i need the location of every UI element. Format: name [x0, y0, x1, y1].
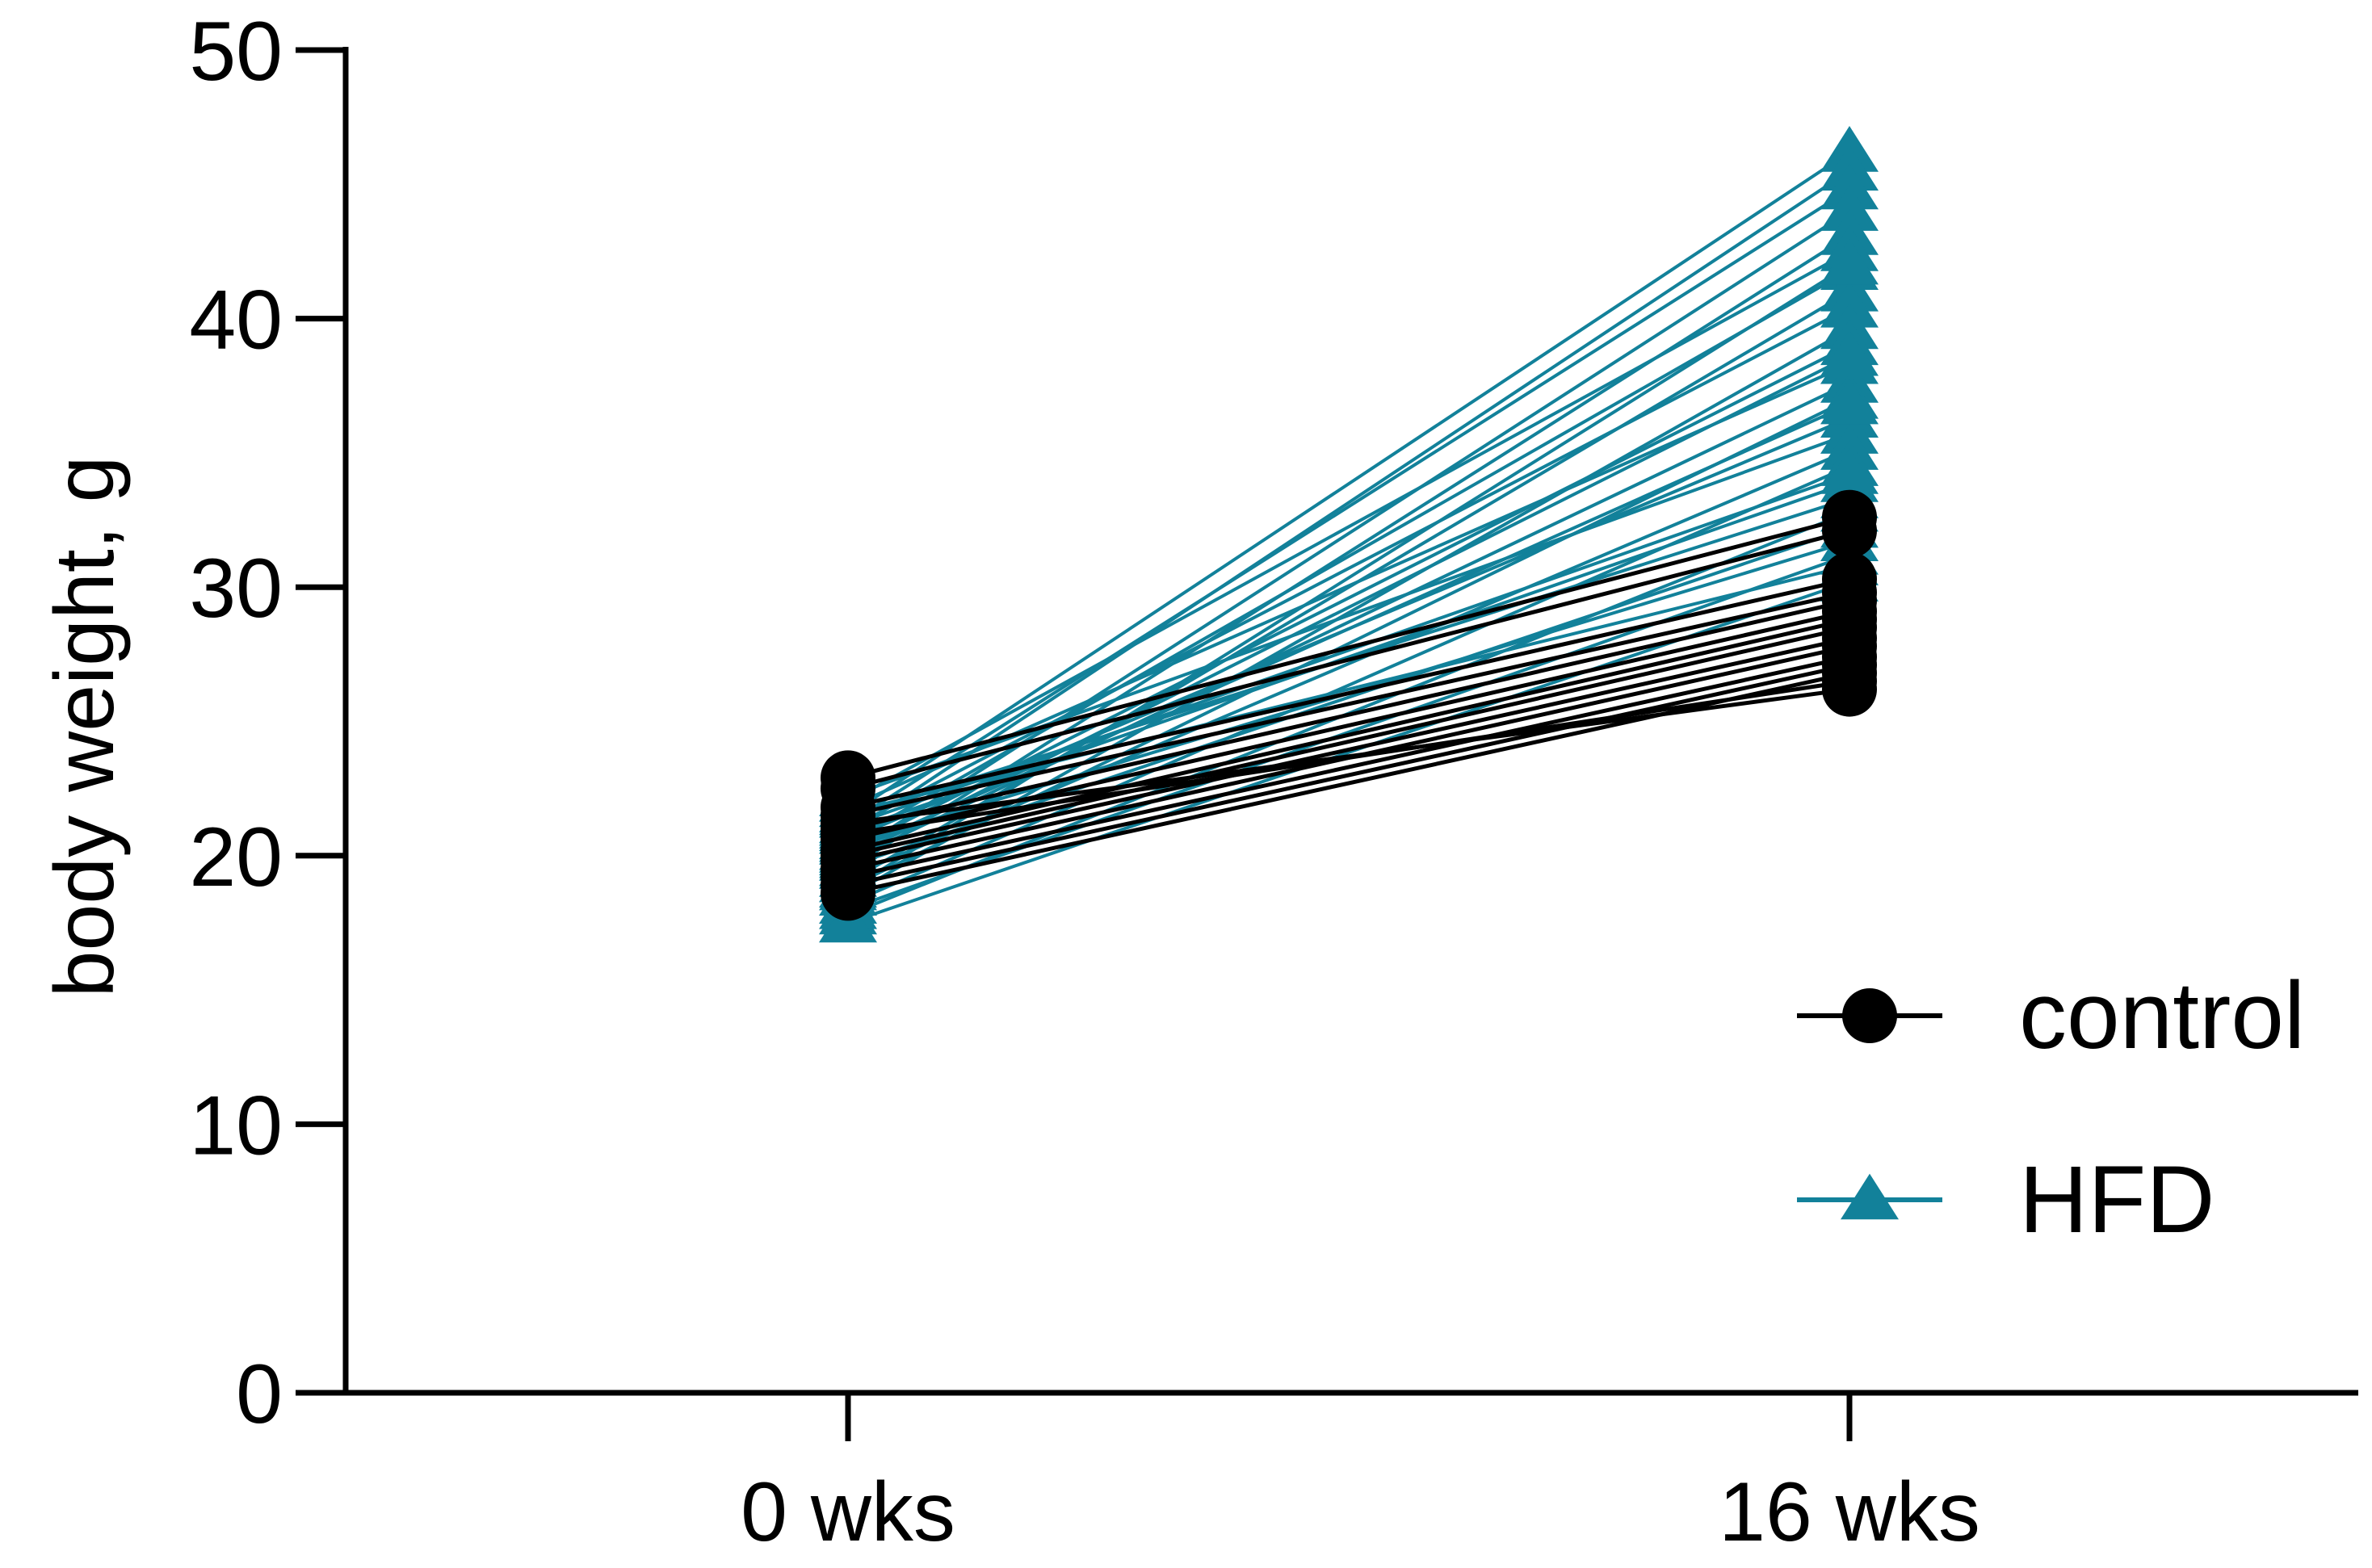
data-point-triangle [1820, 378, 1879, 425]
legend-item-hfd: HFD [1797, 1147, 2215, 1253]
series-line [847, 448, 1850, 879]
data-point-circle [1822, 503, 1877, 559]
data-point-triangle [1820, 329, 1879, 376]
series-line [847, 663, 1850, 887]
series-line [847, 306, 1850, 831]
legend-item-control: control [1797, 962, 2305, 1069]
series-line [846, 150, 1851, 817]
y-tick-label: 20 [189, 811, 283, 904]
series-line [847, 354, 1850, 860]
y-tick-label: 50 [189, 5, 283, 99]
series-line [846, 263, 1851, 892]
legend: control HFD [1797, 962, 2305, 1253]
series-line [847, 590, 1850, 818]
series-line [847, 515, 1850, 780]
data-point-circle [821, 866, 875, 921]
legend-label: HFD [2019, 1147, 2215, 1253]
series-line [847, 687, 1850, 826]
data-point-circle [821, 795, 875, 851]
legend-marker-circle [1842, 988, 1897, 1043]
x-tick-label: 0 wks [741, 1465, 955, 1559]
y-tick-label: 10 [189, 1079, 283, 1172]
series-line [847, 403, 1850, 855]
series-line [847, 564, 1850, 815]
series-line [847, 598, 1850, 831]
series-line [847, 381, 1850, 863]
series-line [846, 188, 1851, 825]
legend-label: control [2019, 962, 2305, 1069]
series-line [847, 576, 1850, 810]
series-line [847, 528, 1850, 791]
plot-area [819, 125, 1879, 943]
y-tick-label: 30 [189, 542, 283, 635]
series-line [847, 625, 1850, 858]
series-line [847, 635, 1850, 863]
y-tick-label: 40 [189, 274, 283, 367]
y-tick-label: 0 [236, 1348, 283, 1441]
axes: 0 10 20 30 40 50 0 wks 16 wks [189, 5, 2358, 1559]
data-point-circle [1822, 661, 1877, 717]
series-control [821, 489, 1877, 921]
x-tick-label: 16 wks [1719, 1465, 1980, 1559]
series-line [847, 249, 1850, 804]
series-line [847, 617, 1850, 853]
series-line [846, 170, 1851, 836]
data-point-triangle [1820, 238, 1879, 285]
series-line [847, 655, 1850, 879]
data-point-triangle [1820, 448, 1879, 494]
data-point-triangle [1820, 185, 1879, 231]
legend-marker-triangle [1841, 1173, 1899, 1220]
y-axis-label: body weight, g [38, 456, 132, 998]
